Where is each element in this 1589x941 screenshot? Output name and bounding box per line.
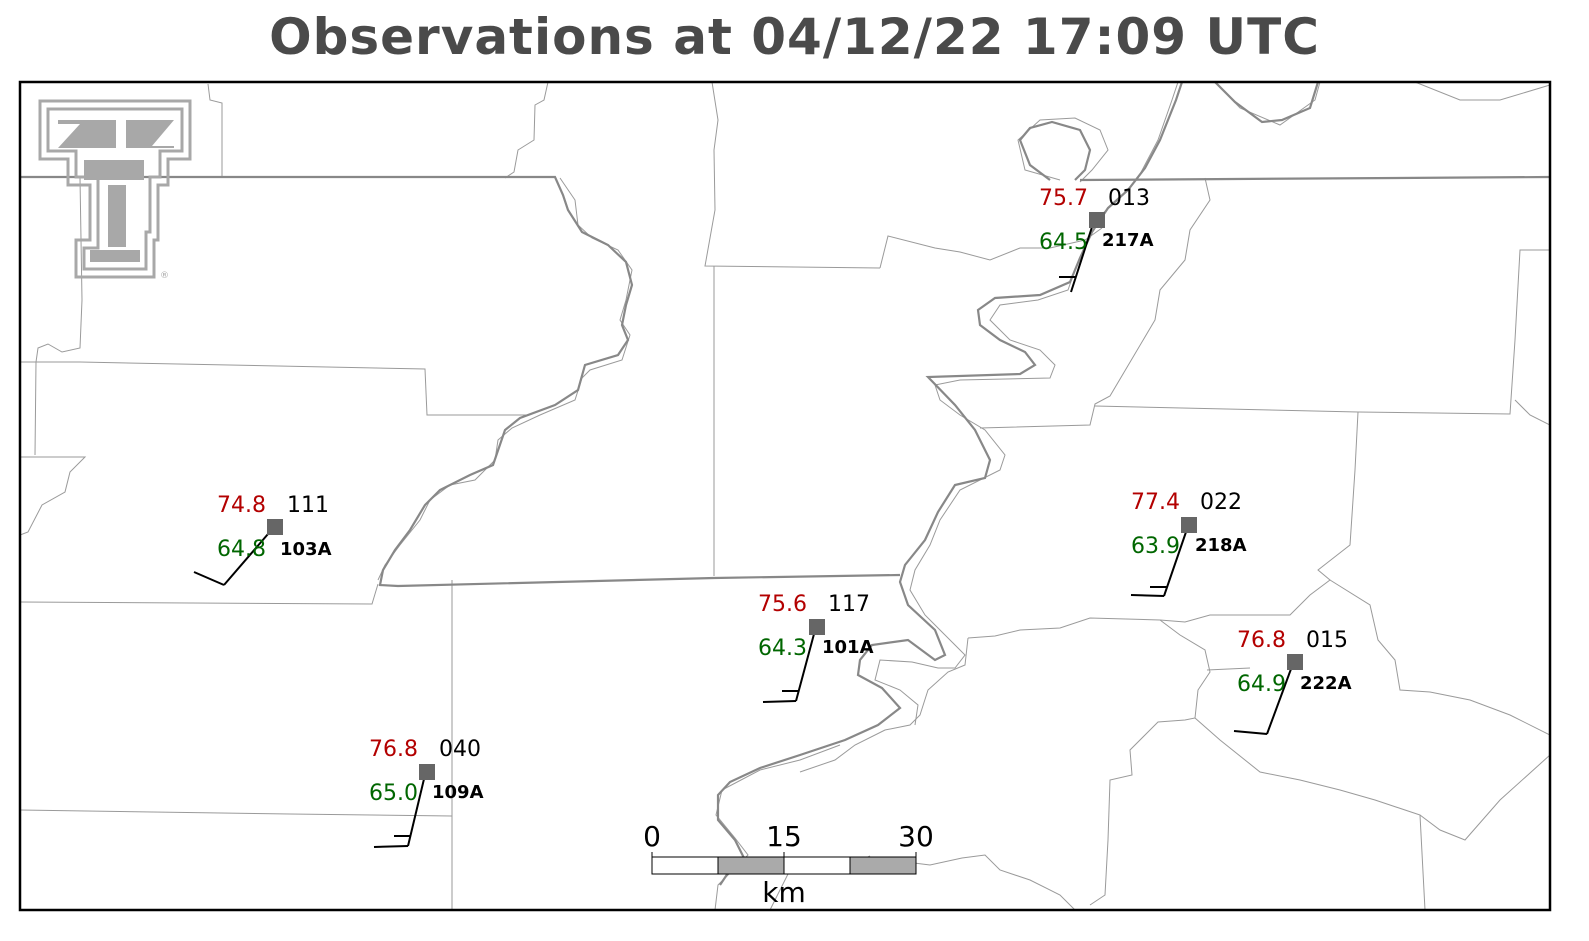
state-lines: [20, 82, 1550, 886]
wind-barb-flag: [1233, 730, 1268, 735]
dewpoint-label: 64.8: [217, 537, 266, 562]
station-plot-218A[interactable]: 77.4 022 63.9 218A: [1130, 490, 1247, 597]
pressure-label: 040: [439, 737, 481, 762]
scale-tick-30: 30: [898, 820, 934, 853]
county-lines: [20, 82, 1550, 910]
dewpoint-label: 65.0: [369, 781, 418, 806]
wind-barb-staff: [1070, 226, 1093, 293]
pressure-label: 022: [1200, 490, 1242, 515]
station-id-label: 101A: [822, 637, 874, 658]
wind-barb-staff: [223, 533, 269, 586]
station-marker: [809, 619, 825, 635]
station-id-label: 222A: [1300, 673, 1352, 694]
basemap: [20, 82, 1550, 910]
temperature-label: 75.6: [758, 592, 807, 617]
station-id-label: 109A: [432, 782, 484, 803]
station-marker: [1287, 654, 1303, 670]
double-t-logo-icon: [38, 99, 192, 279]
wind-barb-flag: [373, 845, 409, 848]
station-marker: [1089, 212, 1105, 228]
registered-mark: ®: [160, 271, 169, 281]
wind-barb-flag: [762, 700, 797, 703]
wind-barb-staff: [795, 633, 815, 702]
station-plots: 74.8 111 64.8 103A 75.7 013 64.5 217A 77…: [193, 186, 1352, 848]
pressure-label: 117: [828, 592, 870, 617]
station-plot-103A[interactable]: 74.8 111 64.8 103A: [193, 493, 332, 586]
temperature-label: 75.7: [1039, 186, 1088, 211]
wind-barb-staff: [1163, 531, 1187, 597]
scale-tick-0: 0: [643, 820, 661, 853]
station-marker: [419, 764, 435, 780]
station-plot-217A[interactable]: 75.7 013 64.5 217A: [1039, 186, 1154, 293]
dewpoint-label: 63.9: [1131, 534, 1180, 559]
wind-barb-staff: [407, 778, 425, 847]
pressure-label: 015: [1306, 628, 1348, 653]
station-id-label: 218A: [1195, 535, 1247, 556]
pressure-label: 111: [287, 493, 329, 518]
station-plot-109A[interactable]: 76.8 040 65.0 109A: [369, 737, 484, 848]
temperature-label: 76.8: [1237, 628, 1286, 653]
scale-tick-15: 15: [766, 820, 802, 853]
station-marker: [267, 519, 283, 535]
scale-unit: km: [762, 876, 806, 909]
temperature-label: 77.4: [1131, 490, 1180, 515]
station-plot-101A[interactable]: 75.6 117 64.3 101A: [758, 592, 874, 703]
wind-barb-flag: [193, 571, 225, 586]
scale-bar: 0 15 30 km: [643, 820, 934, 909]
station-id-label: 217A: [1102, 230, 1154, 251]
temperature-label: 76.8: [369, 737, 418, 762]
wind-barb-staff: [1266, 668, 1292, 735]
dewpoint-label: 64.9: [1237, 672, 1286, 697]
page-title: Observations at 04/12/22 17:09 UTC: [269, 8, 1320, 66]
dewpoint-label: 64.3: [758, 636, 807, 661]
station-id-label: 103A: [280, 539, 332, 560]
station-marker: [1181, 517, 1197, 533]
temperature-label: 74.8: [217, 493, 266, 518]
map-frame: [18, 80, 1552, 912]
station-plot-222A[interactable]: 76.8 015 64.9 222A: [1233, 628, 1352, 735]
dewpoint-label: 64.5: [1039, 230, 1088, 255]
wind-barb-flag: [1130, 594, 1165, 597]
pressure-label: 013: [1108, 186, 1150, 211]
